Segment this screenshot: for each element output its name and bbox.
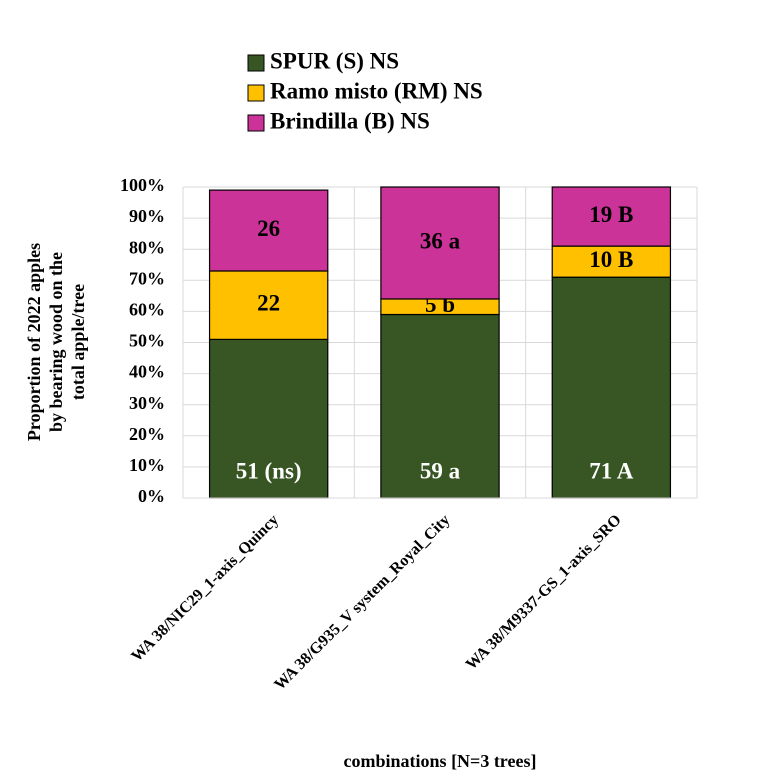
legend-label: Ramo misto (RM) NS: [270, 78, 483, 103]
y-tick-label: 0%: [138, 486, 165, 506]
bar-segment: [551, 186, 672, 247]
y-axis-title: Proportion of 2022 apples by bearing wood…: [24, 243, 88, 441]
y-axis-title-line: by bearing wood on the: [46, 252, 66, 432]
y-tick-label: 70%: [129, 268, 165, 288]
value-label: 59 a: [420, 458, 461, 483]
y-tick-label: 90%: [129, 206, 165, 226]
value-label: 36 a: [420, 228, 461, 253]
y-axis-title-line: total apple/tree: [68, 284, 88, 400]
y-tick-label: 80%: [129, 237, 165, 257]
y-tick-label: 60%: [129, 300, 165, 320]
value-label: 22: [257, 290, 280, 315]
y-tick-label: 50%: [129, 331, 165, 351]
bar-segment: [380, 186, 500, 300]
value-label: 19 B: [589, 202, 633, 227]
legend-swatch: [247, 84, 265, 102]
value-label: 71 A: [589, 458, 633, 483]
value-label: 26: [257, 216, 280, 241]
y-tick-label: 100%: [120, 175, 165, 195]
y-axis-title-line: Proportion of 2022 apples: [24, 243, 44, 441]
value-label: 51 (ns): [236, 458, 302, 483]
y-tick-label: 40%: [129, 362, 165, 382]
y-tick-label: 10%: [129, 455, 165, 475]
y-tick-label: 20%: [129, 424, 165, 444]
bar-segment: [208, 189, 329, 272]
y-tick-label: 30%: [129, 393, 165, 413]
bar-segment: [551, 276, 672, 499]
value-label: 10 B: [589, 247, 633, 272]
legend-label: Brindilla (B) NS: [270, 108, 430, 133]
bar-segment: [551, 245, 672, 278]
x-axis-title: combinations [N=3 trees]: [344, 751, 537, 771]
legend-label: SPUR (S) NS: [270, 48, 399, 73]
legend-swatch: [247, 54, 265, 72]
legend-swatch: [247, 114, 265, 132]
